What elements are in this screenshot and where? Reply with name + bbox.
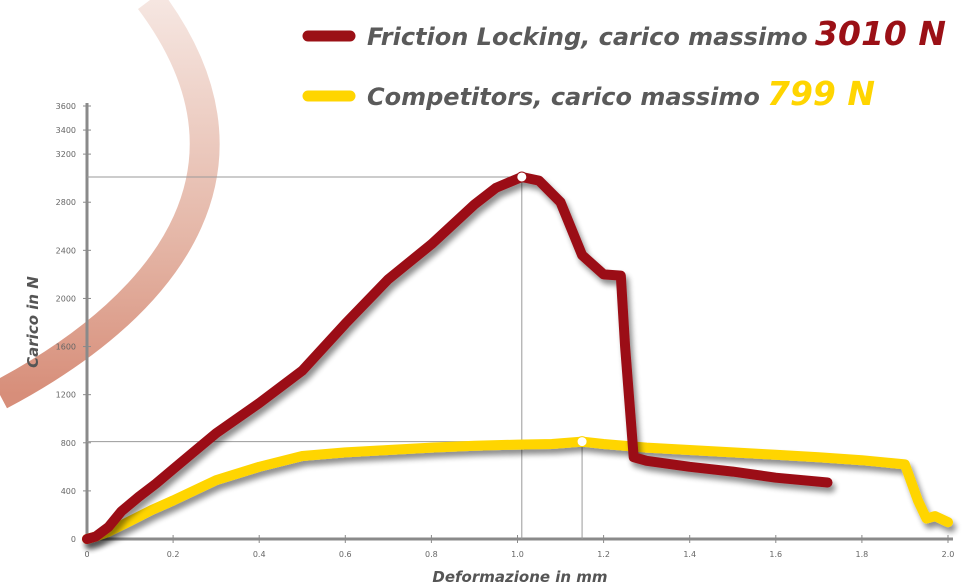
y-tick-label: 3200 [56, 150, 76, 159]
y-axis-title: Carico in N [24, 276, 42, 368]
y-tick-label: 400 [61, 487, 76, 496]
x-tick-label: 2.0 [942, 550, 955, 559]
y-tick-label: 2400 [56, 246, 76, 255]
y-tick-label: 2000 [56, 294, 76, 303]
decorative-arc [0, 0, 220, 409]
x-axis-title: Deformazione in mm [432, 568, 607, 585]
x-tick-label: 0.4 [253, 550, 266, 559]
x-tick-label: 1.4 [683, 550, 696, 559]
legend: Friction Locking, carico massimo 3010 N … [302, 14, 946, 113]
y-tick-label: 1200 [56, 391, 76, 400]
legend-value-friction-locking: 3010 N [815, 14, 946, 53]
max-point-competitors [576, 436, 588, 448]
x-tick-label: 0.2 [167, 550, 180, 559]
x-tick-label: 0.6 [339, 550, 352, 559]
max-point-friction-locking [516, 171, 528, 183]
series-line-friction-locking [82, 172, 833, 544]
y-tick-label: 1600 [56, 343, 76, 352]
y-tick-label: 3400 [56, 126, 76, 135]
x-tick-label: 0 [84, 550, 89, 559]
x-tick-label: 0.8 [425, 550, 438, 559]
legend-label-competitors: Competitors, carico massimo [367, 83, 760, 111]
y-tick-label: 0 [71, 535, 76, 544]
x-tick-label: 1.8 [856, 550, 869, 559]
x-tick-label: 1.6 [769, 550, 782, 559]
y-tick-label: 2800 [56, 198, 76, 207]
series-line-competitors [82, 436, 953, 544]
y-tick-label: 3600 [56, 102, 76, 111]
legend-value-competitors: 799 N [767, 74, 875, 113]
x-tick-label: 1.0 [511, 550, 524, 559]
x-tick-label: 1.2 [597, 550, 610, 559]
y-tick-label: 800 [61, 439, 76, 448]
legend-label-friction-locking: Friction Locking, carico massimo [367, 23, 808, 51]
